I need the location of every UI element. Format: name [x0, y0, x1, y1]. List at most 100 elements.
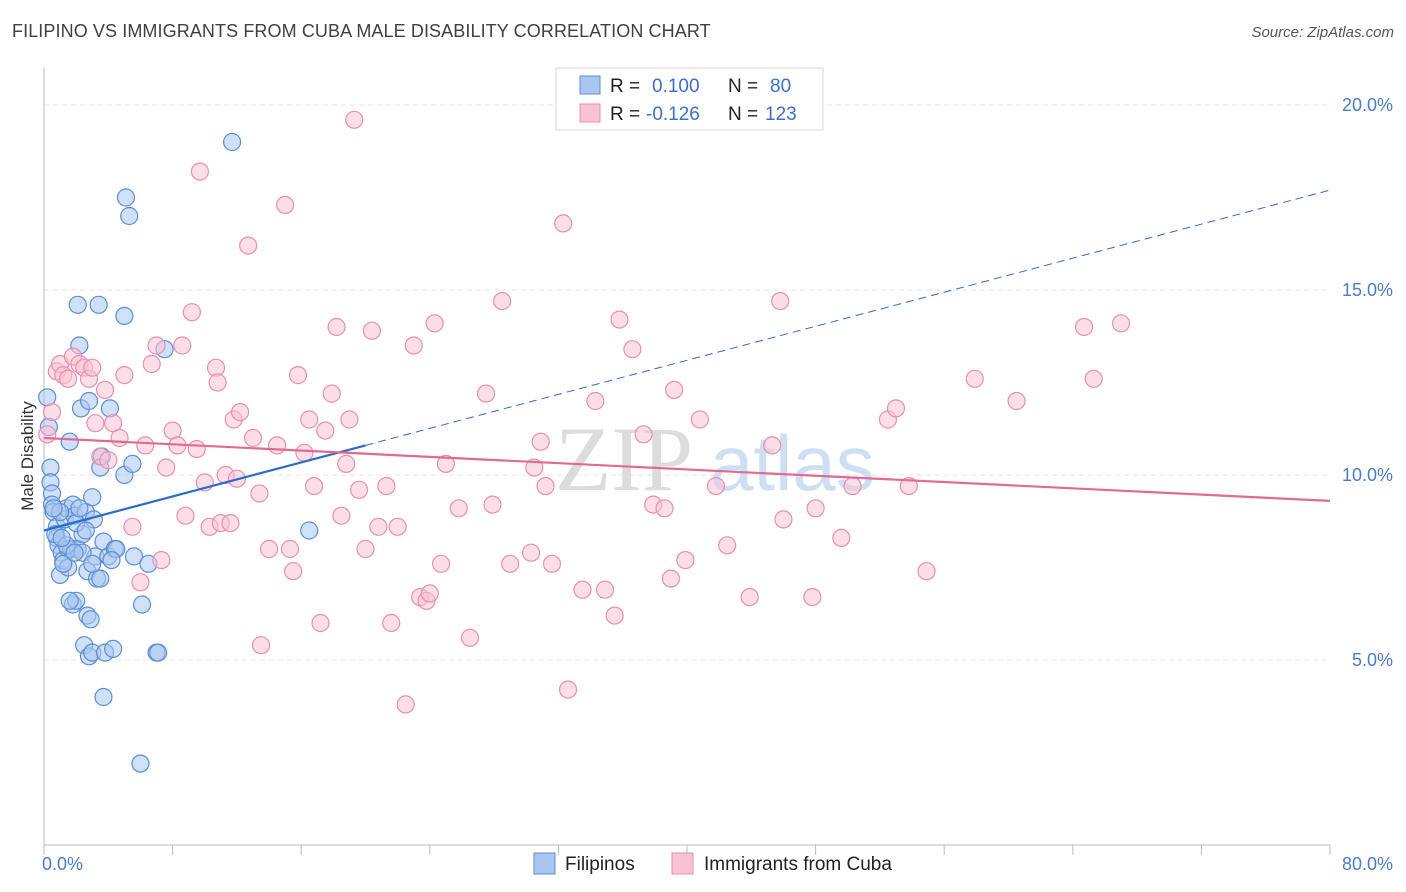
- data-point: [190, 162, 210, 181]
- data-point: [493, 292, 512, 311]
- data-point: [95, 380, 115, 399]
- data-point: [763, 436, 782, 455]
- data-point: [332, 506, 351, 525]
- data-point: [54, 554, 73, 573]
- data-point: [132, 595, 152, 614]
- legend-swatch-cuba: [579, 103, 601, 123]
- data-point: [425, 314, 444, 333]
- data-point: [369, 517, 388, 536]
- data-point: [436, 454, 455, 473]
- bottom-legend-swatch-cuba: [671, 852, 694, 875]
- data-point: [1111, 314, 1131, 333]
- data-point: [149, 643, 168, 662]
- data-point: [665, 380, 684, 399]
- data-point: [1074, 317, 1094, 337]
- data-point: [123, 517, 142, 536]
- legend-r-label: R =: [610, 104, 640, 125]
- data-point: [542, 554, 562, 573]
- data-point: [917, 562, 936, 581]
- data-point: [558, 680, 578, 699]
- data-point: [377, 477, 396, 496]
- data-point: [311, 613, 330, 633]
- source-credit: Source: ZipAtlas.com: [1251, 24, 1394, 41]
- data-point: [661, 569, 681, 588]
- data-point: [68, 295, 87, 314]
- data-point: [259, 539, 279, 559]
- data-point: [157, 458, 176, 477]
- bottom-legend-swatch-filipinos: [533, 852, 556, 875]
- data-point: [899, 477, 918, 496]
- data-point: [610, 310, 629, 329]
- data-point: [349, 480, 369, 499]
- data-point: [208, 373, 227, 392]
- data-point: [803, 587, 822, 607]
- data-point: [221, 513, 240, 533]
- data-point: [300, 521, 319, 540]
- data-point: [65, 543, 84, 562]
- data-point: [774, 510, 793, 529]
- data-point: [340, 410, 359, 429]
- data-point: [280, 539, 300, 559]
- data-point: [124, 547, 144, 566]
- data-point: [531, 432, 550, 451]
- data-point: [327, 317, 346, 337]
- legend-box: R = 0.100 N = 80 R = -0.126 N = 123: [555, 67, 824, 131]
- data-point: [123, 454, 142, 473]
- data-point: [52, 528, 71, 548]
- data-point: [276, 195, 295, 214]
- data-point: [100, 399, 120, 418]
- trend-line-dashed: [365, 189, 1331, 446]
- data-point: [843, 477, 862, 496]
- data-point: [449, 499, 468, 518]
- x-tick-label-max: 80.0%: [1342, 854, 1393, 874]
- data-point: [886, 399, 906, 418]
- data-point: [83, 358, 102, 377]
- data-point: [595, 580, 615, 599]
- data-point: [59, 369, 78, 388]
- data-point: [115, 306, 134, 325]
- data-point: [356, 539, 375, 559]
- data-point: [94, 687, 113, 707]
- data-point: [771, 292, 790, 311]
- data-point: [605, 606, 624, 625]
- trend-line-solid: [43, 436, 1331, 502]
- data-point: [182, 303, 201, 322]
- data-point: [362, 321, 382, 340]
- legend-n-label: N =: [728, 76, 758, 97]
- trend-lines: [43, 189, 1331, 532]
- data-point: [60, 432, 79, 451]
- legend-swatch-filipinos: [579, 75, 601, 95]
- y-tick-label: 15.0%: [1342, 280, 1393, 300]
- data-point: [83, 554, 102, 573]
- data-point: [300, 410, 319, 429]
- legend-n-label: N =: [728, 104, 758, 125]
- data-point: [525, 458, 544, 477]
- data-point: [44, 499, 63, 518]
- data-point: [431, 554, 451, 573]
- data-point: [586, 391, 605, 411]
- data-point: [396, 695, 415, 714]
- data-point: [83, 488, 102, 507]
- data-point: [120, 206, 139, 226]
- data-point: [131, 754, 150, 773]
- data-point: [740, 587, 759, 607]
- gridlines: [44, 104, 1330, 661]
- data-point: [623, 340, 642, 359]
- data-point: [1007, 391, 1026, 411]
- data-point: [554, 214, 573, 233]
- data-point: [655, 499, 674, 518]
- data-point: [676, 550, 695, 570]
- data-point: [316, 421, 335, 440]
- data-point: [86, 414, 105, 433]
- data-point: [142, 354, 161, 374]
- data-point: [131, 573, 150, 592]
- data-point: [501, 554, 520, 573]
- data-point: [706, 477, 726, 496]
- data-point: [382, 613, 401, 633]
- data-point: [99, 451, 118, 470]
- x-tick-marks: [43, 845, 1331, 855]
- data-point: [251, 636, 271, 655]
- data-point: [136, 436, 155, 455]
- data-point: [104, 639, 123, 659]
- data-point: [115, 366, 134, 385]
